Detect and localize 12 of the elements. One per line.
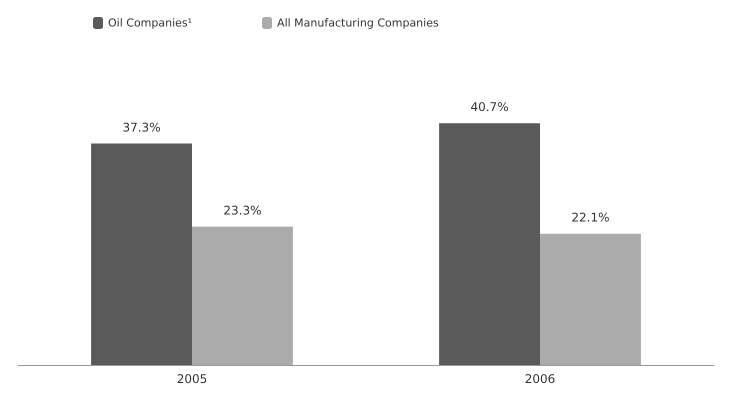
- data-label: 37.3%: [122, 120, 161, 134]
- data-label: 23.3%: [223, 204, 262, 218]
- legend-label: Oil Companies¹: [108, 16, 192, 30]
- x-tick-label: 2006: [524, 372, 556, 386]
- bar: [540, 234, 641, 365]
- data-label: 40.7%: [470, 100, 509, 114]
- bar: [192, 226, 293, 365]
- data-label: 22.1%: [571, 210, 610, 225]
- bar: [91, 143, 192, 365]
- bar: [439, 123, 540, 365]
- legend-label: All Manufacturing Companies: [277, 16, 439, 30]
- x-tick-label: 2005: [176, 372, 208, 386]
